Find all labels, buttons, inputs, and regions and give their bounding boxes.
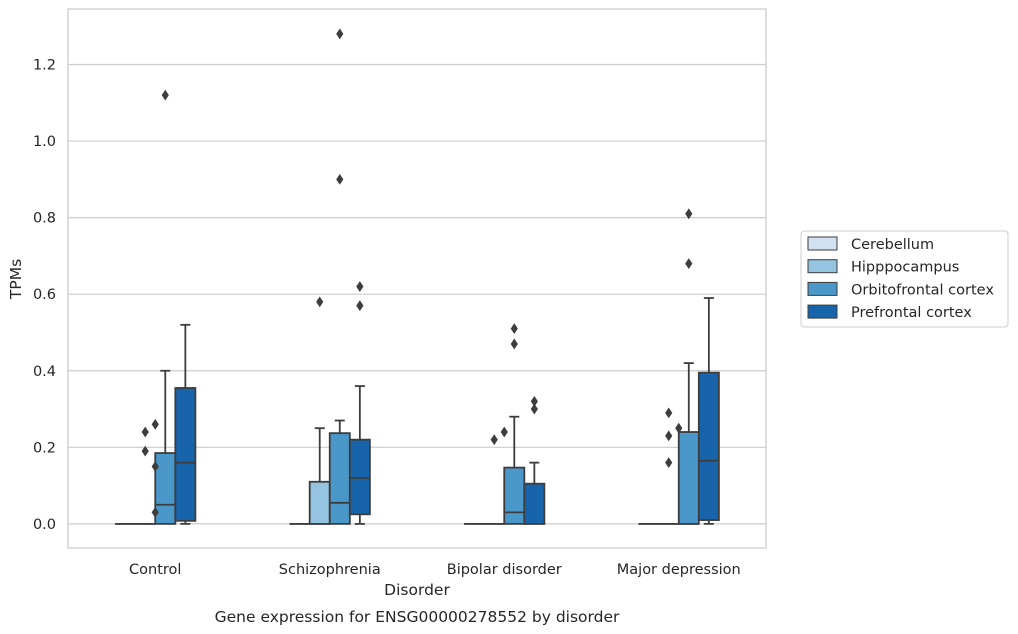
box-hipppocampus <box>658 407 679 525</box>
outlier-point <box>141 426 149 438</box>
box-body <box>328 432 351 525</box>
y-tick-label: 0.2 <box>33 440 56 456</box>
y-tick-label: 1.2 <box>33 58 56 74</box>
plot-frame <box>67 8 767 549</box>
outlier-point <box>490 434 498 446</box>
outlier-point <box>151 461 159 472</box>
box-body <box>697 371 720 521</box>
outlier-point <box>161 89 169 101</box>
extra-outliers <box>675 422 683 434</box>
outlier-point <box>356 281 364 292</box>
outlier-point <box>356 300 364 312</box>
box-body <box>308 480 331 525</box>
outlier-point <box>675 422 683 434</box>
outlier-point <box>141 445 149 457</box>
box-body <box>677 431 700 525</box>
y-tick-label: 0.4 <box>33 364 56 380</box>
box-prefrontal-cortex <box>348 281 371 525</box>
outlier-point <box>685 258 693 269</box>
outlier-point <box>500 426 508 438</box>
box-body <box>348 438 371 516</box>
outlier-point <box>665 430 673 442</box>
outlier-point <box>336 28 344 40</box>
legend-frame <box>800 230 1009 328</box>
outlier-point <box>665 407 673 419</box>
x-axis-label: Disorder <box>384 581 450 599</box>
x-tick-label: Major depression <box>617 562 741 578</box>
outlier-point <box>151 506 159 518</box>
y-axis-label: TPMs <box>7 259 25 300</box>
box-body <box>174 387 197 522</box>
box-prefrontal-cortex <box>523 395 546 525</box>
box-groups <box>115 28 720 525</box>
outlier-point <box>510 338 518 350</box>
box-hipppocampus <box>308 296 331 525</box>
outlier-point <box>685 208 693 220</box>
box-body <box>503 466 526 525</box>
legend: Cerebellum Hipppocampus Orbitofrontal cort… <box>800 230 1009 328</box>
y-tick-label: 1.0 <box>33 134 56 150</box>
extra-outliers <box>151 418 159 518</box>
y-tick-label: 0.0 <box>33 517 56 533</box>
outlier-point <box>665 457 673 469</box>
chart-title: Gene expression for ENSG00000278552 by d… <box>215 608 620 626</box>
legend-label: Cerebellum <box>851 237 934 253</box>
y-tick-label: 0.8 <box>33 211 56 227</box>
x-tick-label: Schizophrenia <box>279 562 381 578</box>
legend-swatch <box>807 259 838 274</box>
y-tick-label: 0.6 <box>33 287 56 303</box>
extra-outliers <box>500 426 508 438</box>
x-tick-label: Control <box>129 562 181 578</box>
box-hipppocampus <box>484 434 505 525</box>
y-tick-labels: 0.0 0.2 0.4 0.6 0.8 1.0 1.2 <box>33 58 56 533</box>
box-hipppocampus <box>135 426 156 525</box>
legend-swatch <box>807 304 838 319</box>
outlier-point <box>510 323 518 335</box>
legend-swatch <box>807 281 838 296</box>
legend-swatch <box>807 236 838 251</box>
x-tick-labels: Control Schizophrenia Bipolar disorder Majo… <box>129 562 741 578</box>
legend-label: Orbitofrontal cortex <box>851 282 994 298</box>
box-prefrontal-cortex <box>174 323 197 525</box>
outlier-point <box>530 395 538 407</box>
outlier-point <box>530 403 538 415</box>
outlier-point <box>316 296 324 308</box>
box-prefrontal-cortex <box>697 297 720 525</box>
x-tick-label: Bipolar disorder <box>447 562 562 578</box>
box-body <box>523 482 546 525</box>
outlier-point <box>336 173 344 185</box>
outlier-point <box>151 418 159 430</box>
legend-label: Prefrontal cortex <box>851 305 972 321</box>
legend-label: Hipppocampus <box>851 260 959 276</box>
